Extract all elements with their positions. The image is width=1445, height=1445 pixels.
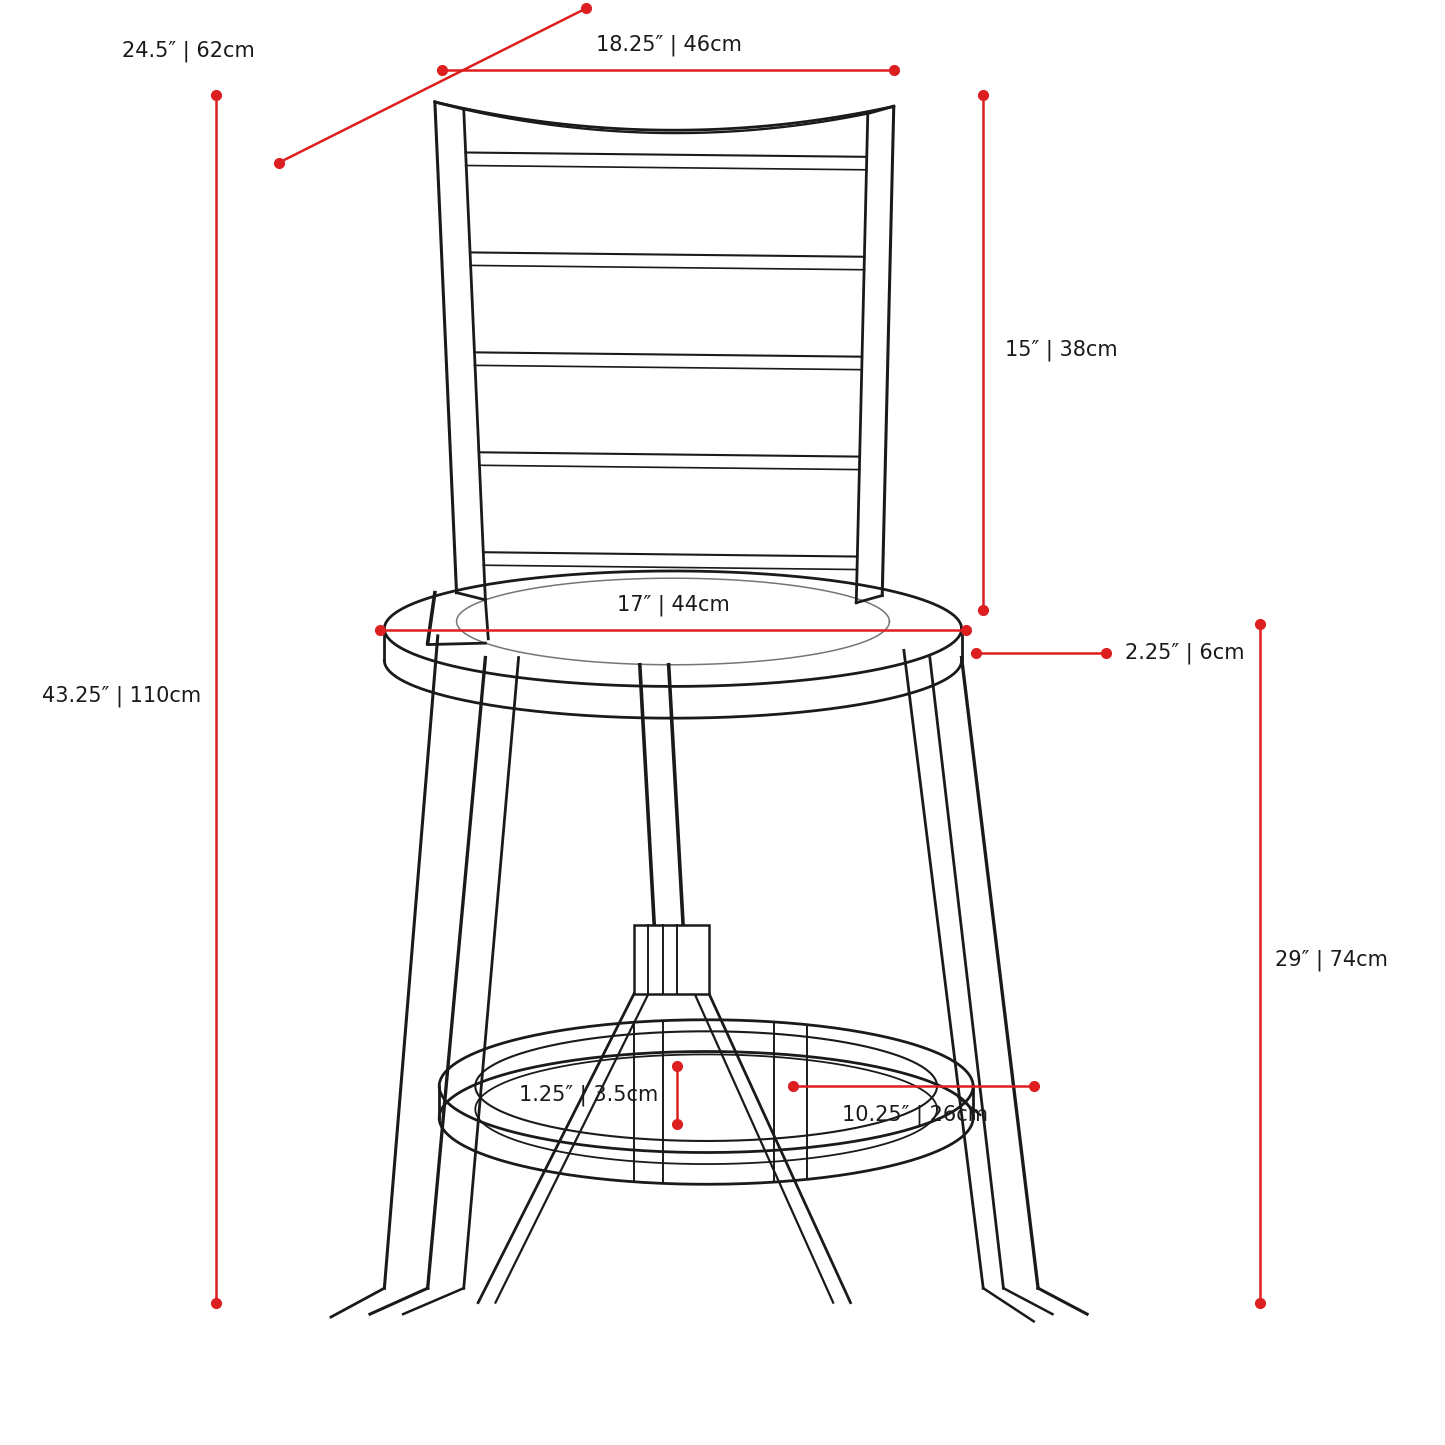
Text: 29″ | 74cm: 29″ | 74cm [1274,949,1387,971]
Text: 17″ | 44cm: 17″ | 44cm [617,594,730,616]
Bar [634,925,709,994]
Text: 43.25″ | 110cm: 43.25″ | 110cm [42,686,201,707]
Text: 15″ | 38cm: 15″ | 38cm [1004,340,1117,361]
Text: 24.5″ | 62cm: 24.5″ | 62cm [121,40,254,62]
Text: 10.25″ | 26cm: 10.25″ | 26cm [842,1105,988,1127]
Text: 1.25″ | 3.5cm: 1.25″ | 3.5cm [519,1084,659,1105]
Text: 2.25″ | 6cm: 2.25″ | 6cm [1124,643,1244,665]
Text: 18.25″ | 46cm: 18.25″ | 46cm [595,35,741,56]
